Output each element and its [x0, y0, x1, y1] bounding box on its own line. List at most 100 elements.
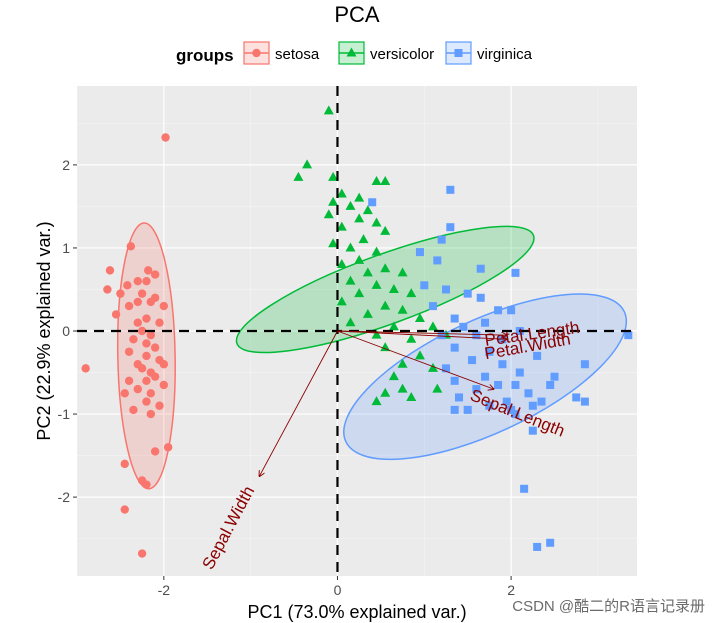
point-setosa	[137, 549, 147, 558]
loading-arrow-Petal.Width	[337, 330, 506, 339]
point-setosa	[146, 409, 155, 419]
x-tick-label: -2	[158, 582, 171, 598]
point-virginica	[481, 372, 490, 381]
point-virginica	[481, 318, 490, 327]
point-versicolor	[336, 259, 347, 269]
chart-title: PCA	[334, 2, 380, 27]
point-setosa	[137, 289, 147, 298]
point-setosa	[116, 289, 125, 298]
point-virginica	[546, 538, 555, 547]
point-versicolor	[397, 358, 408, 368]
point-virginica	[572, 393, 581, 402]
point-versicolor	[345, 275, 356, 285]
point-virginica	[463, 405, 472, 414]
point-virginica	[446, 185, 455, 194]
point-setosa	[159, 360, 169, 369]
point-virginica	[368, 198, 377, 207]
point-setosa	[161, 133, 170, 142]
point-setosa	[150, 372, 160, 381]
point-versicolor	[380, 300, 391, 310]
point-virginica	[459, 322, 468, 331]
point-setosa	[159, 301, 169, 311]
point-versicolor	[345, 200, 356, 210]
point-setosa	[120, 459, 129, 469]
y-tick-label: 2	[62, 157, 70, 173]
point-setosa	[159, 380, 169, 390]
point-virginica	[511, 410, 520, 419]
loading-arrow-Sepal.Length	[337, 330, 493, 389]
point-virginica	[528, 426, 537, 435]
point-setosa	[137, 326, 147, 336]
point-virginica	[624, 331, 633, 340]
point-versicolor	[380, 342, 391, 352]
point-virginica	[520, 484, 529, 493]
point-versicolor	[323, 105, 334, 115]
point-versicolor	[293, 171, 304, 181]
point-virginica	[450, 376, 459, 385]
point-virginica	[537, 397, 546, 406]
legend-item-versicolor: versicolor	[338, 41, 434, 65]
point-setosa	[120, 505, 129, 514]
point-virginica	[511, 268, 520, 277]
point-setosa	[150, 270, 160, 279]
point-setosa	[124, 376, 134, 386]
point-virginica	[472, 385, 481, 394]
point-virginica	[507, 306, 516, 315]
point-setosa	[146, 297, 155, 307]
point-versicolor	[345, 317, 356, 327]
point-setosa	[126, 242, 136, 251]
point-virginica	[450, 314, 459, 323]
loading-arrow-Petal.Length	[337, 330, 506, 335]
point-virginica	[485, 401, 494, 410]
point-virginica	[455, 393, 464, 402]
point-versicolor	[414, 313, 425, 323]
point-virginica	[463, 289, 472, 298]
point-versicolor	[358, 234, 369, 244]
point-virginica	[498, 360, 507, 369]
point-virginica	[515, 368, 524, 377]
plot-panel: Petal.LengthPetal.WidthSepal.LengthSepal…	[77, 86, 637, 576]
point-setosa	[133, 384, 142, 394]
point-versicolor	[427, 362, 438, 372]
point-virginica	[437, 331, 446, 340]
point-setosa	[155, 318, 164, 327]
loading-arrow-Sepal.Width	[259, 330, 338, 476]
point-versicolor	[345, 242, 356, 252]
point-setosa	[133, 276, 142, 286]
point-virginica	[528, 401, 537, 410]
legend-item-virginica: virginica	[445, 41, 533, 65]
point-virginica	[580, 397, 589, 406]
point-setosa	[123, 281, 132, 290]
point-setosa	[155, 401, 164, 410]
point-virginica	[476, 264, 485, 273]
point-virginica	[550, 372, 559, 381]
point-setosa	[146, 330, 155, 340]
point-versicolor	[328, 171, 339, 181]
x-axis-title: PC1 (73.0% explained var.)	[247, 602, 466, 622]
point-setosa	[163, 443, 173, 452]
point-versicolor	[380, 387, 391, 397]
legend-title: groups	[176, 46, 234, 65]
x-tick-label: 0	[334, 582, 342, 598]
point-versicolor	[362, 205, 373, 215]
point-versicolor	[354, 192, 365, 202]
x-tick-label: 2	[507, 582, 515, 598]
y-tick-label: -1	[58, 406, 71, 422]
point-virginica	[415, 248, 424, 257]
point-virginica	[511, 380, 520, 389]
point-versicolor	[302, 159, 313, 169]
point-virginica	[441, 285, 450, 294]
point-versicolor	[397, 267, 408, 277]
point-virginica	[580, 360, 589, 369]
point-setosa	[129, 405, 138, 415]
point-setosa	[133, 318, 142, 327]
point-virginica	[533, 351, 542, 360]
point-versicolor	[380, 263, 391, 273]
point-virginica	[494, 306, 503, 315]
point-virginica	[472, 331, 481, 340]
point-setosa	[103, 285, 112, 294]
y-tick-label: 1	[62, 240, 70, 256]
point-versicolor	[380, 225, 391, 235]
axes: -2 0 2 -2 -1 0 1 2	[58, 157, 516, 598]
point-versicolor	[371, 329, 382, 339]
